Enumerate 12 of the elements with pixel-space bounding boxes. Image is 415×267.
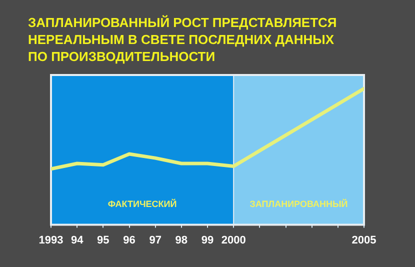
band-label: ФАКТИЧЕСКИЙ [108, 198, 177, 209]
band-label: ЗАПЛАНИРОВАННЫЙ [250, 198, 348, 209]
x-tick-label: 95 [97, 234, 110, 246]
chart-title: ЗАПЛАНИРОВАННЫЙ РОСТ ПРЕДСТАВЛЯЕТСЯ НЕРЕАЛЬНЫМ В СВЕТЕ ПОСЛЕДНИХ ДАННЫХ ПО ПРОИЗВОДИТЕЛЬНОСТИ [28, 14, 338, 65]
x-tick-label: 99 [201, 234, 214, 246]
x-tick-label: 2005 [352, 234, 376, 246]
x-tick-label: 2000 [221, 234, 246, 246]
x-tick-label: 94 [70, 234, 84, 246]
x-tick-label: 98 [175, 234, 188, 246]
x-tick-label: 1993 [38, 234, 64, 246]
x-tick-label: 97 [149, 234, 162, 246]
x-tick-label: 96 [123, 234, 136, 246]
